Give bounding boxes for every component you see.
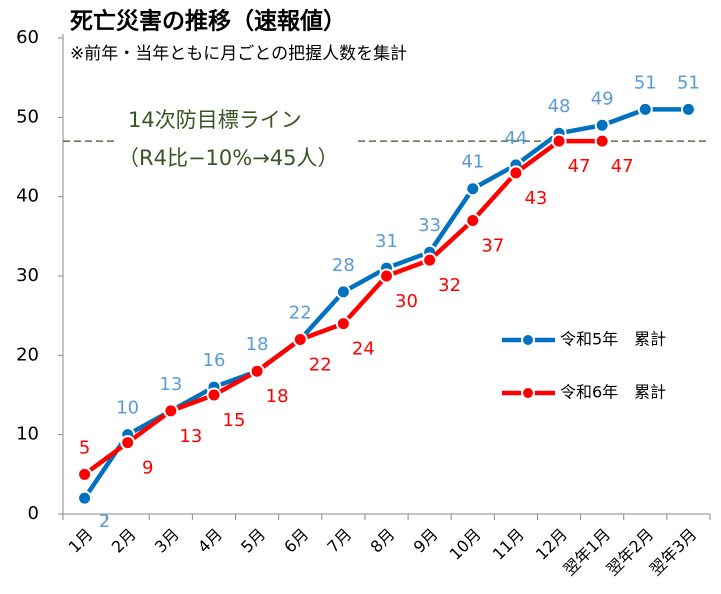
data-label: 16 [203,350,226,371]
data-label: 49 [591,88,614,109]
point [335,316,351,332]
point [465,181,481,197]
chart-subtitle: ※前年・当年ともに月ごとの把握人数を集計 [70,44,407,64]
point [292,331,308,347]
point [120,435,136,451]
data-label: 47 [611,156,634,177]
target-label: 14次防目標ライン [128,108,302,132]
point [465,212,481,228]
data-label: 24 [352,339,375,360]
data-label: 22 [309,354,332,375]
y-tick-label: 0 [28,503,39,524]
data-label: 47 [568,156,591,177]
legend-marker [521,333,535,347]
data-label: 9 [142,458,153,479]
point [594,117,610,133]
y-tick-label: 20 [16,344,39,365]
point [249,363,265,379]
point [335,284,351,300]
point [77,466,93,482]
data-label: 30 [395,291,418,312]
data-label: 5 [79,437,90,458]
point [163,403,179,419]
legend-label: 令和5年 累計 [560,330,666,349]
data-label: 18 [266,386,289,407]
data-label: 18 [246,334,269,355]
point [551,133,567,149]
legend-label: 令和6年 累計 [560,383,666,402]
point [680,101,696,117]
data-label: 44 [504,128,527,149]
data-label: 31 [375,231,398,252]
data-label: 13 [179,426,202,447]
y-tick-label: 30 [16,265,39,286]
data-label: 51 [634,72,657,93]
data-label: 37 [481,235,504,256]
data-label: 48 [548,96,571,117]
y-tick-label: 60 [16,27,39,48]
point [206,387,222,403]
data-label: 32 [438,275,461,296]
data-label: 22 [289,302,312,323]
data-label: 10 [116,398,139,419]
point [637,101,653,117]
point [422,252,438,268]
y-tick-label: 10 [16,424,39,445]
data-label: 33 [418,215,441,236]
point [77,490,93,506]
data-label: 51 [677,72,700,93]
data-label: 41 [461,152,484,173]
data-label: 2 [99,511,110,532]
data-label: 43 [524,188,547,209]
y-tick-label: 40 [16,186,39,207]
point [594,133,610,149]
data-label: 15 [223,410,246,431]
chart-title: 死亡災害の推移（速報値） [70,8,346,35]
y-tick-label: 50 [16,106,39,127]
data-label: 13 [159,374,182,395]
data-label: 28 [332,255,355,276]
target-label: （R4比−10%→45人） [118,146,339,170]
legend-marker [521,386,535,400]
point [508,165,524,181]
point [379,268,394,284]
